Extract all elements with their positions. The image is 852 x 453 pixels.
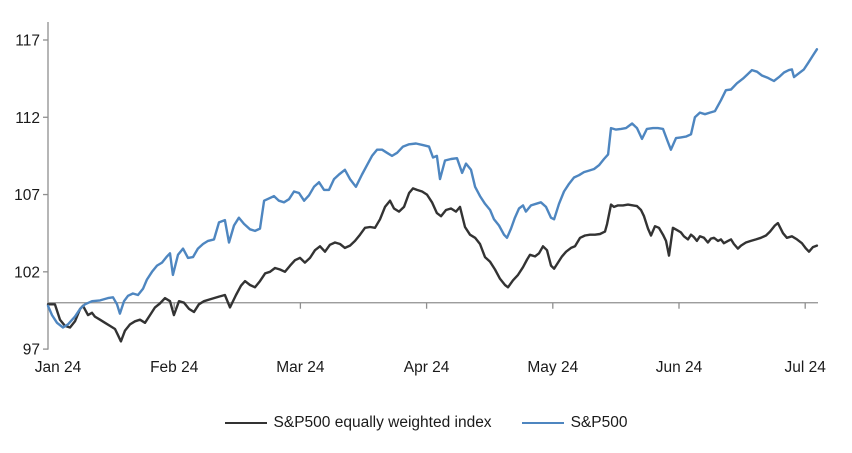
- x-tick-label: Mar 24: [276, 359, 325, 376]
- x-tick-label: Jan 24: [35, 359, 82, 376]
- chart-legend: S&P500 equally weighted index S&P500: [0, 413, 852, 433]
- legend-label-equal-weight: S&P500 equally weighted index: [273, 414, 492, 431]
- legend-item-sp500: S&P500: [521, 413, 628, 433]
- x-tick-label: May 24: [527, 359, 578, 376]
- legend-label-sp500: S&P500: [570, 414, 628, 431]
- y-tick-label: 102: [14, 264, 40, 281]
- x-tick-label: Jun 24: [656, 359, 703, 376]
- series-line-sp500: [46, 48, 819, 329]
- x-tick-label: Jul 24: [785, 359, 827, 376]
- x-tick-label: Feb 24: [150, 359, 199, 376]
- y-tick-label: 112: [15, 110, 40, 127]
- y-tick-label: 97: [23, 342, 40, 359]
- series-line-equal-weight: [46, 187, 819, 343]
- legend-line-sample-equal-weight: [224, 422, 267, 424]
- x-tick-label: Apr 24: [404, 359, 450, 376]
- y-tick-label: 117: [15, 33, 40, 50]
- legend-line-sample-sp500: [521, 422, 564, 424]
- y-tick-label: 107: [14, 187, 40, 204]
- legend-item-equal-weight: S&P500 equally weighted index: [224, 413, 492, 433]
